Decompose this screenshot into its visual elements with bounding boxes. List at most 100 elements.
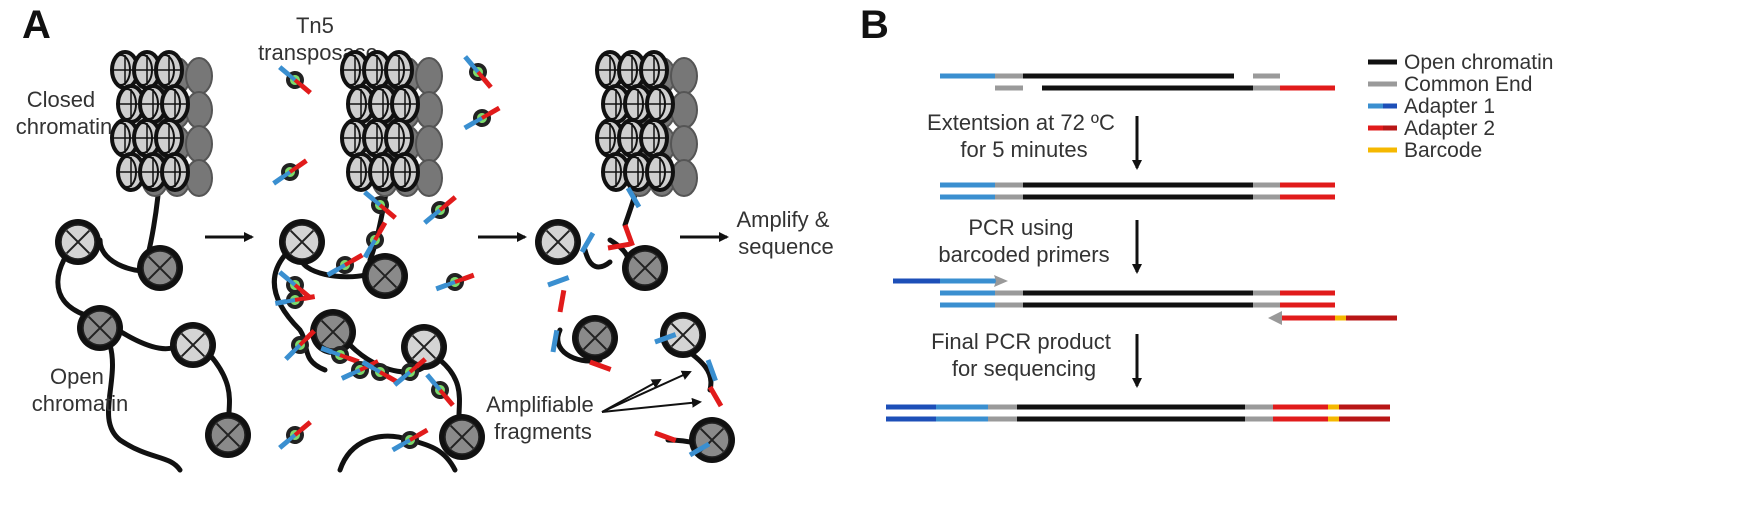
packed-nucleosome [132, 118, 162, 158]
tn5-complex [362, 221, 388, 259]
adapter-ends-stage3 [547, 186, 724, 458]
panel-b-letter: B [860, 3, 889, 47]
tn5-complex [393, 357, 427, 387]
nucleosome [401, 324, 447, 370]
packed-nucleosome [160, 152, 190, 192]
adapter-end [579, 231, 596, 254]
nucleosome [205, 412, 251, 458]
packed-nucleosome [639, 118, 669, 158]
packed-nucleosome [368, 152, 398, 192]
nucleosome [535, 219, 581, 265]
nucleosome [572, 315, 618, 361]
tn5-complex [278, 270, 312, 300]
nucleosome [77, 305, 123, 351]
legend-label: Common End [1404, 73, 1532, 96]
packed-nucleosome [384, 118, 414, 158]
nucleosome [55, 219, 101, 265]
amplifiable-fragments-label: Amplifiable fragments [486, 392, 600, 444]
adapter-end [705, 359, 718, 382]
legend-label: Adapter 2 [1404, 117, 1495, 140]
amplify-sequence-label: Amplify & sequence [736, 207, 835, 259]
strand-row-initial [940, 73, 1335, 91]
adapter-end [607, 241, 631, 251]
tn5-complex [278, 65, 312, 95]
tn5-complex [463, 55, 493, 89]
packed-nucleosome [639, 50, 669, 90]
packed-nucleosome [617, 50, 647, 90]
tn5-complex [320, 345, 360, 365]
tn5-complex [391, 427, 429, 453]
adapter-end [547, 275, 570, 288]
nucleosome [279, 219, 325, 265]
nucleosome [137, 245, 183, 291]
tn5-complex [326, 252, 364, 278]
tn5-complex [284, 329, 316, 361]
tn5-complex [435, 272, 475, 292]
legend-label: Barcode [1404, 139, 1482, 162]
panel-a-letter: A [22, 3, 51, 47]
tn5-complex [423, 195, 457, 225]
strand-row-pcr [893, 278, 1397, 321]
packed-nucleosome [384, 50, 414, 90]
tn5-complex [361, 359, 399, 385]
adapter-end [688, 441, 711, 458]
nucleosomes-stage3 [535, 219, 735, 463]
adapter-end [557, 289, 567, 313]
packed-nucleosome [154, 50, 184, 90]
adapter-end [654, 430, 677, 443]
fragment-pointer-arrows [601, 370, 702, 413]
adapter-end [589, 359, 612, 372]
legend-item: Common End [1368, 73, 1532, 96]
legend-item: Open chromatin [1368, 51, 1553, 74]
primer-reverse-arrowhead [1268, 311, 1282, 325]
packed-nucleosome [595, 50, 625, 90]
legend-label: Open chromatin [1404, 51, 1553, 74]
primer-forward-arrowhead [994, 275, 1008, 287]
adapter-end [625, 186, 642, 209]
nucleosome [622, 245, 668, 291]
nucleosomes-stage1 [55, 219, 251, 458]
strand-row-final [886, 404, 1390, 422]
adapter-end [707, 385, 724, 408]
closed-chromatin-label: Closed chromatin [16, 87, 113, 139]
nucleosome [689, 417, 735, 463]
strand-row-extended [940, 182, 1335, 200]
legend-item: Adapter 2 [1368, 117, 1495, 140]
tn5-complex [274, 291, 316, 309]
final-step-label: Final PCR product for sequencing [931, 329, 1117, 381]
closed-chromatin-cluster-1 [110, 50, 213, 197]
pcr-step-label: PCR using barcoded primers [938, 215, 1109, 267]
tn5-complex [425, 373, 455, 407]
nucleosomes-stage2 [279, 219, 485, 460]
packed-nucleosome [601, 84, 631, 124]
nucleosome [660, 312, 706, 358]
nucleosome [439, 414, 485, 460]
legend-item: Adapter 1 [1368, 95, 1495, 118]
packed-nucleosome [160, 84, 190, 124]
tn5-complex [272, 158, 308, 186]
tn5-complexes [272, 55, 501, 453]
adapter-end [654, 332, 677, 345]
open-chromatin-label: Open chromatin [32, 364, 129, 416]
nucleosome [362, 253, 408, 299]
tn5-complex [463, 105, 501, 131]
legend-label: Adapter 1 [1404, 95, 1495, 118]
packed-nucleosome [390, 84, 420, 124]
nucleosome [170, 322, 216, 368]
nucleosome [310, 309, 356, 355]
adapter-end [622, 224, 635, 247]
tn5-complex [363, 190, 397, 220]
panel-a: A Closed chromatin Open chromatin Tn5 tr… [16, 3, 835, 473]
tn5-complex [278, 420, 312, 450]
closed-chromatin-cluster-2 [340, 50, 443, 197]
packed-nucleosome [645, 84, 675, 124]
packed-nucleosome [138, 152, 168, 192]
packed-nucleosome [390, 152, 420, 192]
panel-b: B Extentsion at 72 ºC for 5 minutes [860, 3, 1553, 422]
packed-nucleosome [645, 152, 675, 192]
adapter-end [550, 329, 560, 353]
extension-step-label: Extentsion at 72 ºC for 5 minutes [927, 110, 1121, 162]
closed-chromatin-cluster-3 [595, 50, 698, 197]
